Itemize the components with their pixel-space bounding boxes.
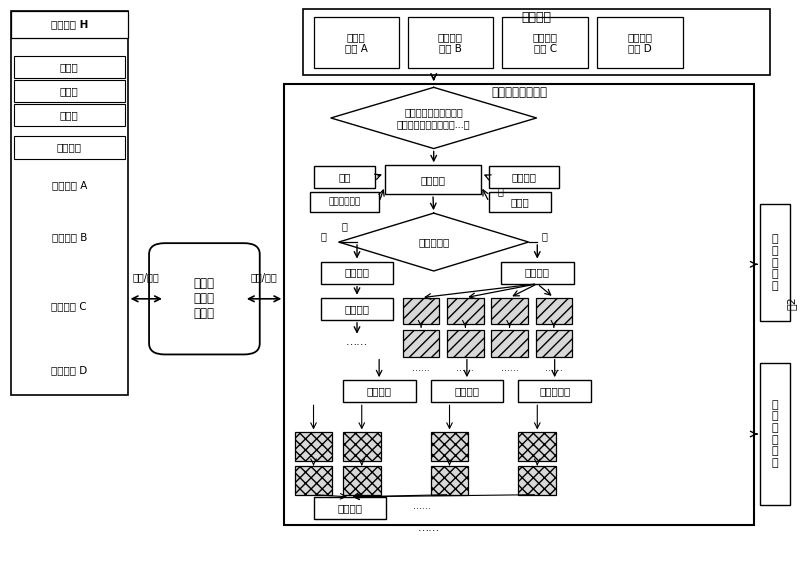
Bar bbox=[342, 466, 381, 495]
Text: 释放模块: 释放模块 bbox=[345, 268, 370, 278]
Text: 代码段: 代码段 bbox=[60, 110, 78, 120]
Text: 是否合法？: 是否合法？ bbox=[418, 237, 450, 247]
Bar bbox=[14, 137, 125, 158]
Text: 事件处理
模块 C: 事件处理 模块 C bbox=[533, 32, 558, 53]
Text: 通讯代码 A: 通讯代码 A bbox=[51, 180, 87, 191]
Bar bbox=[342, 432, 381, 461]
Bar bbox=[303, 10, 770, 75]
Text: 堆栈段: 堆栈段 bbox=[60, 85, 78, 96]
Text: 通讯代码 C: 通讯代码 C bbox=[51, 301, 87, 311]
Text: 是: 是 bbox=[542, 232, 547, 242]
Text: 释放模块: 释放模块 bbox=[338, 503, 362, 513]
Text: 通讯代码 B: 通讯代码 B bbox=[51, 233, 87, 243]
Bar bbox=[536, 330, 572, 357]
Text: 事件处理
模块 D: 事件处理 模块 D bbox=[627, 32, 653, 53]
Bar bbox=[489, 166, 558, 188]
Text: 分离代码: 分离代码 bbox=[522, 11, 551, 24]
Text: 数据段: 数据段 bbox=[60, 62, 78, 72]
Text: 否: 否 bbox=[320, 232, 326, 242]
Bar bbox=[491, 330, 528, 357]
Bar bbox=[489, 192, 550, 212]
Bar bbox=[10, 11, 128, 38]
Bar bbox=[321, 298, 394, 320]
Bar bbox=[408, 17, 493, 69]
Bar bbox=[284, 84, 754, 525]
Text: ……: …… bbox=[457, 364, 474, 373]
Bar bbox=[314, 17, 399, 69]
Text: 请求/应答: 请求/应答 bbox=[133, 273, 160, 283]
Bar bbox=[10, 11, 128, 395]
Text: ……: …… bbox=[412, 364, 430, 373]
Text: 加密锁
过滤驱
动程序: 加密锁 过滤驱 动程序 bbox=[194, 277, 215, 320]
Bar bbox=[314, 166, 375, 188]
Bar bbox=[342, 380, 415, 402]
Bar bbox=[403, 330, 439, 357]
Bar bbox=[501, 261, 574, 284]
Text: 图2: 图2 bbox=[787, 296, 797, 310]
Text: 初始化
模块 A: 初始化 模块 A bbox=[345, 32, 368, 53]
Text: 随机数: 随机数 bbox=[510, 197, 530, 207]
Text: 请求/应答: 请求/应答 bbox=[250, 273, 278, 283]
Text: 保护模块: 保护模块 bbox=[454, 386, 479, 396]
Text: ……: …… bbox=[413, 502, 430, 511]
Bar bbox=[502, 17, 588, 69]
Text: 时间范围: 时间范围 bbox=[511, 172, 536, 182]
Bar bbox=[536, 298, 572, 324]
Text: 加解密模块: 加解密模块 bbox=[539, 386, 570, 396]
Bar bbox=[430, 466, 469, 495]
Bar bbox=[598, 17, 682, 69]
Text: 次级代码: 次级代码 bbox=[345, 304, 370, 314]
Bar bbox=[760, 204, 790, 321]
Bar bbox=[14, 80, 125, 102]
Text: ……: …… bbox=[418, 523, 440, 533]
FancyBboxPatch shape bbox=[149, 243, 260, 355]
Text: 否: 否 bbox=[342, 221, 347, 231]
Text: 是: 是 bbox=[498, 186, 504, 196]
Bar bbox=[518, 466, 556, 495]
Bar bbox=[294, 466, 333, 495]
Text: 随
机
数
发
生
器: 随 机 数 发 生 器 bbox=[772, 400, 778, 468]
Bar bbox=[321, 261, 394, 284]
Text: 密码: 密码 bbox=[338, 172, 350, 182]
Text: ……: …… bbox=[346, 337, 368, 347]
Text: 程序文件 H: 程序文件 H bbox=[50, 20, 88, 29]
Bar bbox=[518, 380, 591, 402]
Text: 通讯代码 D: 通讯代码 D bbox=[51, 365, 87, 375]
Bar bbox=[760, 363, 790, 505]
Bar bbox=[403, 298, 439, 324]
Text: 分解模块: 分解模块 bbox=[525, 268, 550, 278]
Text: ……: …… bbox=[545, 364, 562, 373]
Bar bbox=[14, 104, 125, 126]
Bar bbox=[385, 165, 481, 194]
Bar bbox=[447, 330, 483, 357]
Bar bbox=[310, 192, 379, 212]
Text: 动态内存单元: 动态内存单元 bbox=[328, 197, 361, 206]
Text: ……: …… bbox=[501, 364, 518, 373]
Text: 通讯模块: 通讯模块 bbox=[366, 386, 392, 396]
Text: 请求（密码、动态内存
单元、随机数、模块号...）: 请求（密码、动态内存 单元、随机数、模块号...） bbox=[397, 107, 470, 129]
Bar bbox=[518, 432, 556, 461]
Bar bbox=[294, 432, 333, 461]
Bar bbox=[491, 298, 528, 324]
Text: 分离代码处理引擎: 分离代码处理引擎 bbox=[491, 87, 547, 99]
Bar bbox=[430, 432, 469, 461]
Bar bbox=[314, 497, 386, 519]
Text: 事件处理
模块 B: 事件处理 模块 B bbox=[438, 32, 463, 53]
Text: 交互代码: 交互代码 bbox=[57, 142, 82, 152]
Bar bbox=[14, 56, 125, 78]
Text: 时
钟
计
时
器: 时 钟 计 时 器 bbox=[772, 234, 778, 291]
Bar bbox=[430, 380, 503, 402]
Bar bbox=[447, 298, 483, 324]
Text: 分析模块: 分析模块 bbox=[421, 175, 446, 185]
